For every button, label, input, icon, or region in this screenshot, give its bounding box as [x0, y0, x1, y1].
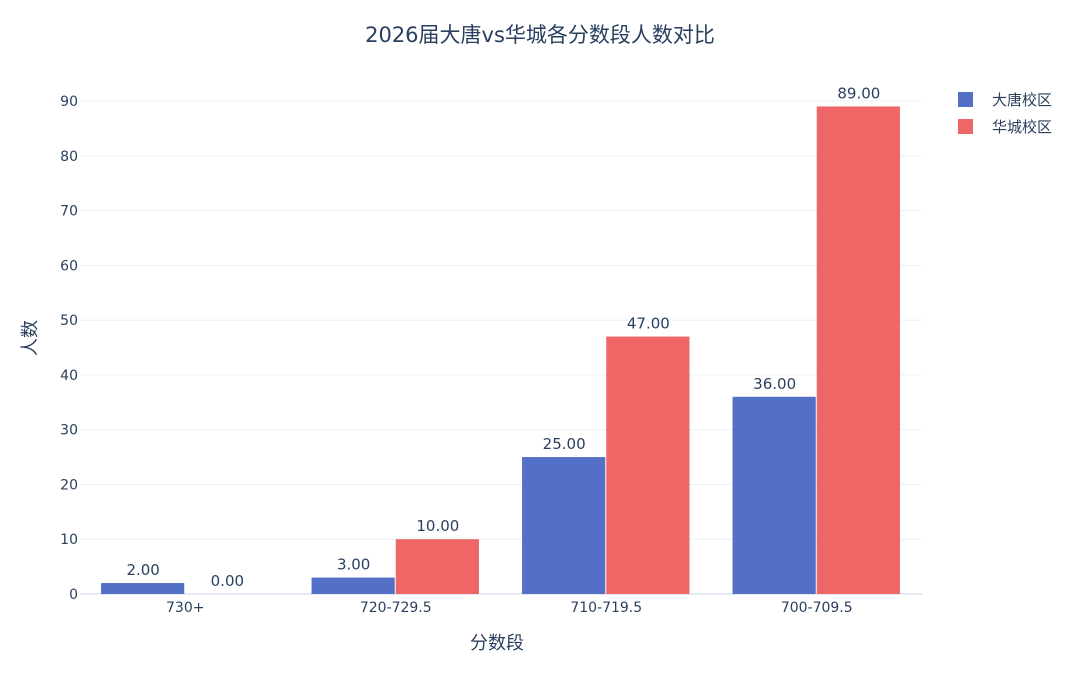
- bar: [395, 539, 479, 594]
- data-label: 89.00: [837, 84, 880, 102]
- y-tick-label: 40: [60, 368, 78, 384]
- legend-swatch: [958, 119, 973, 134]
- y-axis-ticks: 0 10 20 30 40 50 60 70 80 90: [60, 94, 78, 603]
- y-tick-label: 60: [60, 258, 78, 274]
- y-tick-label: 50: [60, 313, 78, 329]
- y-tick-label: 80: [60, 149, 78, 165]
- x-tick-label: 700-709.5: [781, 600, 853, 616]
- x-tick-label: 710-719.5: [570, 600, 642, 616]
- chart-title: 2026届大唐vs华城各分数段人数对比: [365, 23, 715, 47]
- bar: [816, 106, 900, 594]
- x-axis-ticks: 730+ 720-729.5 710-719.5 700-709.5: [166, 600, 853, 616]
- data-label: 25.00: [543, 435, 586, 453]
- data-label: 47.00: [627, 315, 670, 333]
- data-label: 0.00: [211, 572, 244, 590]
- bars: [101, 106, 900, 594]
- y-tick-label: 70: [60, 204, 78, 220]
- data-label: 10.00: [416, 517, 459, 535]
- legend-swatch: [958, 92, 973, 107]
- bar: [311, 577, 395, 594]
- bar: [101, 583, 185, 594]
- data-label: 2.00: [126, 561, 159, 579]
- legend-label: 大唐校区: [992, 91, 1052, 109]
- bar: [606, 336, 690, 594]
- bar: [522, 457, 606, 594]
- y-tick-label: 90: [60, 94, 78, 110]
- legend-item[interactable]: 大唐校区: [958, 91, 1052, 109]
- y-tick-label: 0: [69, 587, 78, 603]
- legend-label: 华城校区: [992, 118, 1052, 136]
- legend-item[interactable]: 华城校区: [958, 118, 1052, 136]
- data-labels: 2.00 0.00 3.00 10.00 25.00 47.00 36.00 89.00: [126, 84, 880, 590]
- x-tick-label: 720-729.5: [360, 600, 432, 616]
- x-tick-label: 730+: [166, 600, 204, 616]
- y-tick-label: 30: [60, 423, 78, 439]
- y-axis-title: 人数: [20, 320, 41, 356]
- data-label: 3.00: [337, 556, 370, 574]
- data-label: 36.00: [753, 375, 796, 393]
- x-axis-title: 分数段: [470, 633, 524, 654]
- bar: [732, 396, 816, 594]
- y-tick-label: 20: [60, 477, 78, 493]
- y-tick-label: 10: [60, 532, 78, 548]
